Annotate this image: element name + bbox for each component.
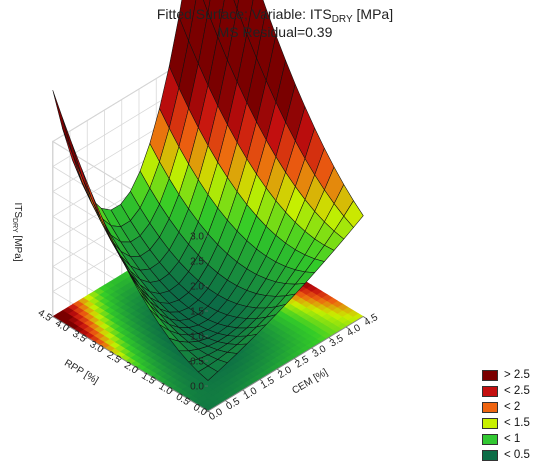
legend-label: < 2.5	[504, 385, 530, 397]
legend-entry: < 2	[482, 399, 530, 415]
legend-label: < 1.5	[504, 417, 530, 429]
legend-entry: < 1.5	[482, 415, 530, 431]
cem-tick	[207, 410, 212, 414]
legend-entry: < 0.5	[482, 447, 530, 463]
cem-tick	[259, 379, 263, 382]
cem-tick	[363, 316, 367, 319]
legend-label: > 2.5	[504, 369, 530, 381]
its-tick-label: 2.0	[190, 282, 204, 293]
legend-swatch	[482, 369, 498, 381]
rpp-tick	[187, 400, 191, 403]
cem-tick	[345, 326, 350, 330]
cem-tick	[225, 400, 229, 403]
rpp-tick	[153, 379, 157, 382]
cem-tick-label: 4.5	[362, 312, 380, 329]
legend-label: < 1	[504, 433, 521, 445]
legend-entry: < 1	[482, 431, 530, 447]
its-tick-label: 1.5	[190, 307, 204, 318]
rpp-tick	[49, 316, 53, 319]
legend-swatch	[482, 401, 498, 413]
legend-entry: < 2.5	[482, 383, 530, 399]
its-tick-label: 0.0	[190, 382, 204, 393]
rpp-tick	[66, 326, 71, 330]
legend-swatch	[482, 449, 498, 461]
cem-tick	[311, 347, 315, 351]
chart-subtitle: MS Residual=0.39	[217, 24, 333, 40]
surface-cell	[198, 365, 218, 381]
legend: > 2.5 < 2.5 < 2 < 1.5 < 1 < 0.5	[482, 367, 530, 463]
rpp-tick	[101, 347, 105, 351]
rpp-tick	[204, 410, 209, 414]
fitted-surface	[52, 0, 364, 381]
cem-tick	[242, 389, 246, 393]
legend-label: < 0.5	[504, 449, 530, 461]
cem-tick	[276, 368, 281, 372]
legend-swatch	[482, 417, 498, 429]
cem-axis-line	[207, 316, 364, 412]
rpp-axis-label: RPP [%]	[62, 358, 100, 387]
cem-axis-label: CEM [%]	[290, 367, 330, 397]
legend-swatch	[482, 433, 498, 445]
chart-title: Fitted Surface; Variable: ITSDRY [MPa]	[156, 6, 394, 25]
its-axis-label: ITSDRY [MPa]	[11, 202, 23, 261]
rpp-tick	[118, 358, 122, 361]
legend-label: < 2	[504, 401, 521, 413]
cem-tick	[294, 358, 298, 361]
cem-tick	[328, 337, 332, 340]
its-tick-label: 1.0	[190, 332, 204, 343]
legend-entry: > 2.5	[482, 367, 530, 383]
its-tick-label: 2.5	[190, 257, 204, 268]
rpp-tick	[170, 389, 174, 393]
rpp-axis-line	[52, 316, 209, 412]
rpp-tick	[84, 337, 88, 340]
its-tick-label: 3.0	[190, 232, 204, 243]
its-tick-label: 0.5	[190, 357, 204, 368]
legend-swatch	[482, 385, 498, 397]
rpp-tick-label: 4.5	[36, 307, 54, 324]
rpp-tick	[135, 368, 140, 372]
